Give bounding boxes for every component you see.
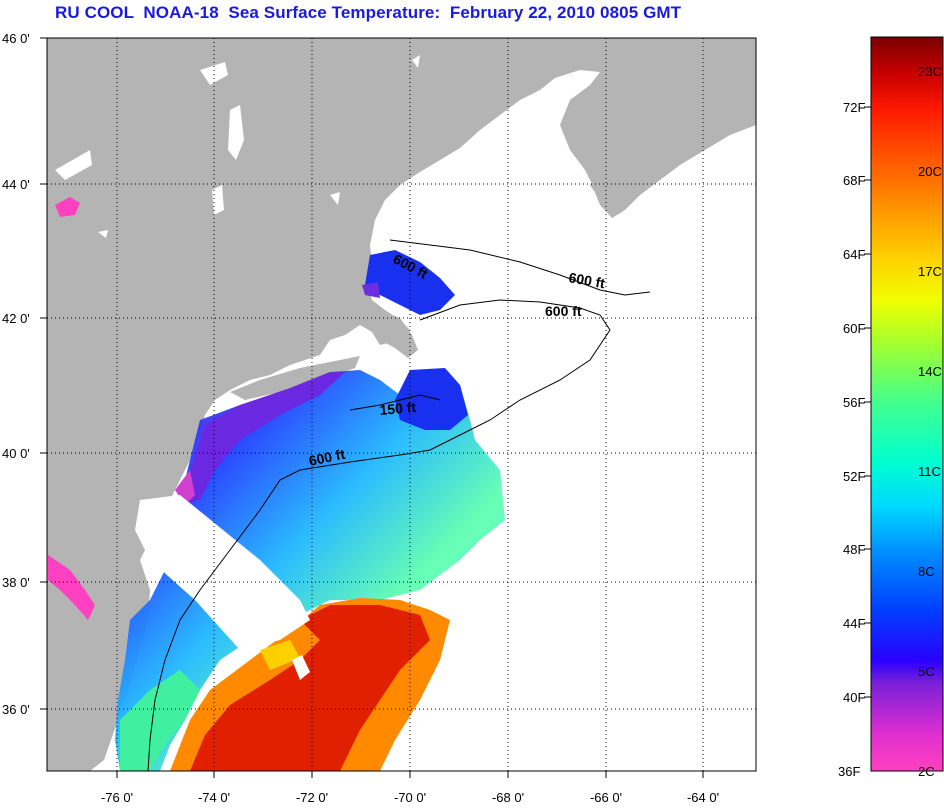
colorbar-c-label: 11C — [918, 464, 941, 479]
colorbar-c-label: 5C — [918, 664, 935, 679]
lon-label: -66 0' — [590, 790, 622, 805]
contour-label: 600 ft — [545, 303, 582, 319]
colorbar-f-label: 64F — [843, 247, 865, 262]
colorbar-f-labels: 72F 68F 64F 60F 56F 52F 48F 44F 40F 36F — [838, 100, 865, 779]
colorbar-c-label: 17C — [918, 264, 942, 279]
contour-label: 600 ft — [567, 269, 606, 291]
contour-labels: 600 ft 600 ft 600 ft 150 ft 600 ft — [307, 251, 606, 469]
lon-label: -68 0' — [492, 790, 524, 805]
lon-label: -74 0' — [198, 790, 230, 805]
lon-label: -72 0' — [296, 790, 328, 805]
colorbar-c-label: 8C — [918, 564, 935, 579]
land-long-island — [230, 356, 360, 400]
colorbar-f-label: 44F — [843, 616, 865, 631]
colorbar-c-label: 23C — [918, 64, 942, 79]
bathymetry-contours — [147, 239, 651, 771]
land-cape-cod — [370, 312, 418, 358]
swath-gap — [135, 495, 310, 650]
colorbar-c-label: 2C — [918, 764, 935, 779]
sst-georges-bank-patch — [395, 368, 468, 430]
colorbar-gradient — [870, 36, 944, 772]
lat-label: 42 0' — [2, 311, 30, 326]
lon-label: -76 0' — [101, 790, 133, 805]
land-lakes — [55, 55, 420, 238]
map-area: 600 ft 600 ft 600 ft 150 ft 600 ft — [47, 38, 756, 771]
colorbar-f-label: 36F — [838, 764, 860, 779]
land-north-america — [47, 38, 756, 771]
contour-label: 150 ft — [379, 399, 417, 418]
colorbar-f-label: 56F — [843, 395, 865, 410]
lat-label: 46 0' — [2, 31, 30, 46]
latitude-labels: 46 0' 44 0' 42 0' 40 0' 38 0' 36 0' — [2, 31, 30, 717]
lon-label: -70 0' — [394, 790, 426, 805]
lat-label: 38 0' — [2, 575, 30, 590]
colorbar-c-label: 20C — [918, 164, 942, 179]
colorbar: 72F 68F 64F 60F 56F 52F 48F 44F 40F 36F … — [838, 36, 944, 779]
map-frame — [46, 37, 757, 772]
colorbar-c-labels: 23C 20C 17C 14C 11C 8C 5C 2C — [918, 64, 942, 779]
lat-label: 36 0' — [2, 702, 30, 717]
colorbar-f-label: 72F — [843, 100, 865, 115]
colorbar-f-label: 68F — [843, 173, 865, 188]
lon-label: -64 0' — [687, 790, 719, 805]
colorbar-ticks — [864, 106, 871, 698]
colorbar-f-label: 40F — [843, 690, 865, 705]
lat-label: 44 0' — [2, 177, 30, 192]
map-ticks — [40, 37, 704, 778]
longitude-labels: -76 0' -74 0' -72 0' -70 0' -68 0' -66 0… — [101, 790, 719, 805]
land-delmarva — [47, 548, 150, 771]
land-artifact — [55, 197, 80, 217]
map-title: RU COOL NOAA-18 Sea Surface Temperature:… — [55, 3, 682, 22]
colorbar-f-label: 60F — [843, 321, 865, 336]
bay-water — [48, 555, 95, 620]
colorbar-f-label: 52F — [843, 469, 865, 484]
land-nova-scotia — [585, 95, 756, 218]
lat-label: 40 0' — [2, 446, 30, 461]
colorbar-c-label: 14C — [918, 364, 942, 379]
contour-label: 600 ft — [307, 446, 346, 469]
colorbar-f-label: 48F — [843, 542, 865, 557]
